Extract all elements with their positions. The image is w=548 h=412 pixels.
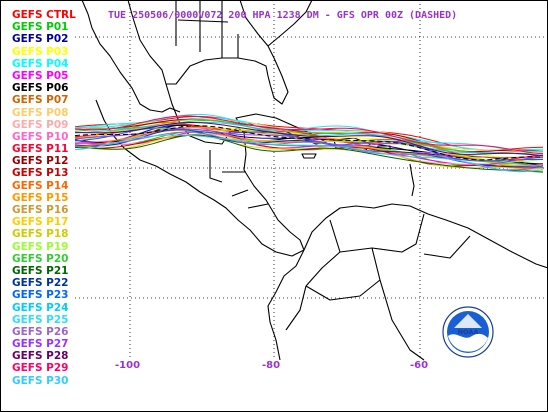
legend-entry: GEFS P09 <box>12 118 69 131</box>
ensemble-legend: GEFS CTRL GEFS P01 GEFS P02 GEFS P03 GEFS P0… <box>12 9 76 387</box>
florida-peninsula <box>267 45 289 105</box>
atlantic-coast <box>267 0 313 47</box>
legend-entry: GEFS P02 <box>12 33 69 46</box>
gulf-of-mexico-coast <box>165 83 245 145</box>
legend-entry: GEFS P15 <box>12 191 69 204</box>
legend-entry: GEFS P30 <box>12 374 69 387</box>
legend-entry: GEFS P25 <box>12 313 69 326</box>
legend-entry: GEFS P18 <box>12 228 69 241</box>
central-america-borders <box>209 150 269 209</box>
gfs-opr-contour <box>74 125 544 161</box>
south-america-west-coast <box>267 249 305 361</box>
legend-entry: GEFS P20 <box>12 252 69 265</box>
chart-title: TUE 250506/0000V072 200 HPA 1238 DM - GF… <box>108 10 458 21</box>
legend-entry: GEFS P06 <box>12 82 69 95</box>
legend-entry: GEFS P05 <box>12 69 69 82</box>
legend-entry: GEFS P07 <box>12 94 69 107</box>
legend-entry: GEFS P21 <box>12 264 69 277</box>
south-america-borders <box>285 213 471 331</box>
gulf-coast-us <box>166 57 269 85</box>
us-state-lines <box>175 0 239 58</box>
legend-entry: GEFS P22 <box>12 277 69 290</box>
brazil-interior-lines <box>379 279 425 361</box>
lon-label-60w: -60 <box>410 360 429 371</box>
ensemble-contour <box>75 113 543 152</box>
legend-entry: GEFS P28 <box>12 350 69 363</box>
ensemble-contour <box>74 134 544 173</box>
legend-entry: GEFS P23 <box>12 289 69 302</box>
legend-entry: GEFS P10 <box>12 130 69 143</box>
legend-entry: GEFS P14 <box>12 179 69 192</box>
legend-entry: GEFS P13 <box>12 167 69 180</box>
legend-entry: GEFS P08 <box>12 106 69 119</box>
coastlines <box>81 0 548 361</box>
legend-entry: GEFS P17 <box>12 216 69 229</box>
legend-entry: GEFS CTRL <box>12 9 76 21</box>
noaa-logo: NOAA <box>442 306 494 358</box>
legend-entry: GEFS P19 <box>12 240 69 253</box>
ensemble-contour <box>74 134 544 173</box>
lon-label-80w: -80 <box>262 360 281 371</box>
lat-lon-grid <box>75 0 548 360</box>
legend-entry: GEFS P12 <box>12 155 69 168</box>
lesser-antilles <box>409 163 415 197</box>
ensemble-contour <box>75 122 544 157</box>
legend-entry: GEFS P11 <box>12 143 69 156</box>
ensemble-contours <box>74 113 544 173</box>
south-america-north-coast <box>303 203 548 269</box>
jamaica <box>301 153 317 159</box>
ensemble-contour <box>74 115 544 155</box>
legend-entry: GEFS P16 <box>12 204 69 216</box>
lon-label-100w: -100 <box>115 360 141 371</box>
southeast-us-coast <box>239 0 269 47</box>
legend-entry: GEFS P26 <box>12 325 69 338</box>
legend-entry: GEFS P24 <box>12 301 69 314</box>
ensemble-contour <box>74 127 543 162</box>
legend-entry: GEFS P03 <box>12 45 69 58</box>
noaa-logo-text: NOAA <box>458 328 479 336</box>
legend-entry: GEFS P29 <box>12 362 69 375</box>
north-america-border <box>81 0 181 113</box>
legend-entry: GEFS P01 <box>12 21 69 34</box>
mexico-pacific-coast <box>95 99 201 193</box>
ensemble-contour <box>74 135 544 173</box>
legend-entry: GEFS P04 <box>12 57 69 70</box>
legend-entry: GEFS P27 <box>12 338 69 351</box>
usa-mexico-border <box>127 0 167 85</box>
